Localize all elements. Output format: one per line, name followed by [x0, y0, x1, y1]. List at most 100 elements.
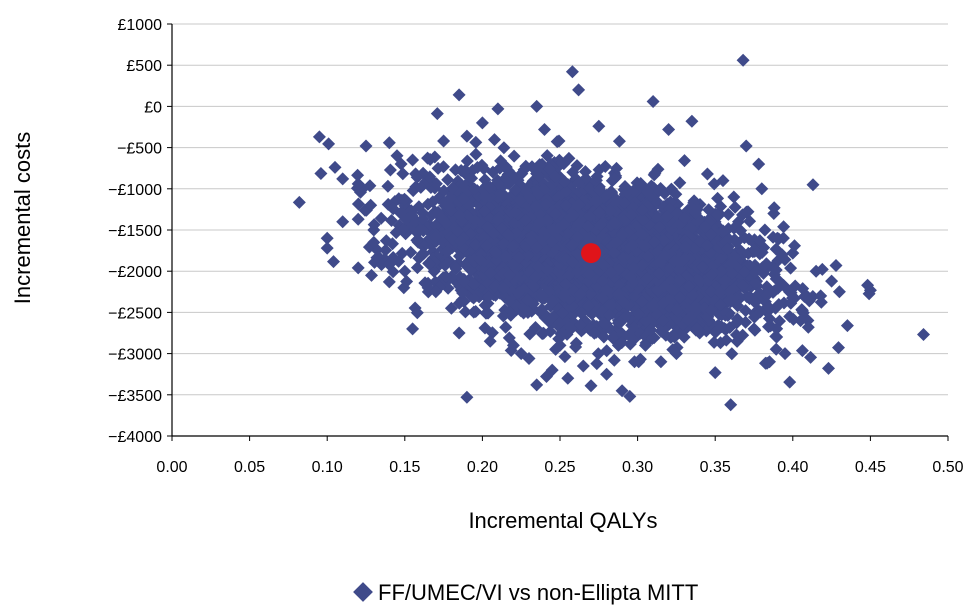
scatter-point	[535, 302, 549, 316]
scatter-point	[730, 235, 744, 249]
scatter-point	[412, 200, 426, 214]
scatter-point	[653, 255, 667, 269]
scatter-point	[386, 237, 399, 251]
scatter-point	[829, 259, 843, 272]
scatter-point	[748, 276, 762, 290]
scatter-point	[574, 306, 588, 320]
scatter-point	[795, 304, 809, 317]
scatter-point	[721, 207, 735, 221]
scatter-point	[656, 314, 670, 328]
scatter-point	[467, 291, 481, 305]
scatter-point	[292, 195, 306, 209]
scatter-point	[454, 234, 467, 248]
scatter-point	[645, 332, 659, 346]
scatter-point	[571, 199, 585, 212]
scatter-point	[742, 232, 756, 246]
scatter-point	[673, 291, 687, 305]
scatter-point	[597, 330, 611, 344]
scatter-point	[683, 311, 697, 325]
scatter-point	[738, 265, 752, 279]
scatter-point	[379, 243, 393, 257]
scatter-point	[469, 135, 483, 149]
scatter-point	[768, 284, 781, 298]
scatter-point	[501, 227, 515, 241]
scatter-point	[616, 228, 629, 242]
scatter-point	[571, 247, 585, 261]
scatter-point	[734, 224, 748, 238]
scatter-point	[804, 350, 818, 364]
scatter-point	[571, 176, 585, 190]
scatter-point	[488, 133, 501, 147]
scatter-point	[559, 198, 573, 212]
scatter-point	[704, 268, 718, 282]
scatter-point	[664, 293, 678, 306]
scatter-point	[483, 266, 497, 280]
scatter-point	[465, 171, 479, 185]
scatter-point	[431, 161, 445, 175]
scatter-point	[636, 212, 650, 226]
scatter-point	[458, 305, 472, 319]
scatter-point	[508, 205, 522, 219]
scatter-point	[624, 270, 638, 284]
scatter-point	[607, 245, 621, 259]
scatter-point	[488, 280, 502, 294]
scatter-point	[486, 165, 500, 179]
scatter-point	[502, 294, 516, 308]
scatter-point	[796, 282, 810, 296]
scatter-point	[470, 161, 484, 174]
scatter-point	[509, 226, 523, 240]
scatter-point	[513, 194, 527, 208]
scatter-point	[832, 341, 845, 355]
scatter-point	[578, 165, 592, 179]
scatter-point	[596, 316, 610, 330]
scatter-point	[795, 344, 809, 358]
scatter-point	[502, 268, 516, 282]
scatter-point	[506, 172, 520, 185]
scatter-point	[775, 248, 789, 262]
scatter-point	[441, 281, 455, 295]
scatter-point	[777, 220, 791, 234]
scatter-point	[478, 190, 492, 203]
scatter-point	[610, 161, 623, 175]
scatter-point	[430, 107, 444, 121]
scatter-point	[468, 213, 482, 227]
scatter-point	[351, 168, 365, 182]
scatter-point	[644, 323, 658, 337]
scatter-point	[582, 299, 596, 313]
scatter-point	[590, 170, 604, 183]
scatter-point	[541, 263, 554, 277]
scatter-point	[725, 292, 739, 306]
scatter-point	[753, 234, 767, 248]
scatter-point	[429, 177, 443, 191]
scatter-point	[566, 208, 580, 222]
scatter-point	[438, 258, 452, 272]
scatter-point	[468, 238, 482, 252]
scatter-point	[442, 199, 456, 213]
scatter-point	[386, 202, 400, 216]
scatter-point	[535, 289, 549, 303]
scatter-point	[728, 200, 742, 214]
scatter-point	[417, 247, 431, 261]
scatter-point	[725, 256, 739, 270]
scatter-point	[365, 268, 378, 282]
scatter-point	[469, 147, 483, 161]
scatter-point	[396, 167, 410, 181]
scatter-point	[466, 276, 480, 290]
scatter-point	[398, 192, 411, 206]
scatter-point	[322, 137, 336, 151]
scatter-point	[657, 249, 671, 263]
scatter-point	[525, 160, 539, 174]
scatter-point	[704, 284, 718, 298]
scatter-point	[410, 170, 424, 184]
scatter-point	[670, 303, 684, 317]
scatter-point	[602, 308, 616, 322]
scatter-point	[478, 204, 492, 218]
scatter-point	[615, 327, 629, 341]
scatter-point	[699, 220, 713, 234]
scatter-point	[762, 301, 776, 314]
scatter-point	[723, 265, 737, 278]
scatter-point	[458, 163, 472, 177]
scatter-point	[648, 166, 662, 180]
scatter-point	[641, 250, 655, 264]
